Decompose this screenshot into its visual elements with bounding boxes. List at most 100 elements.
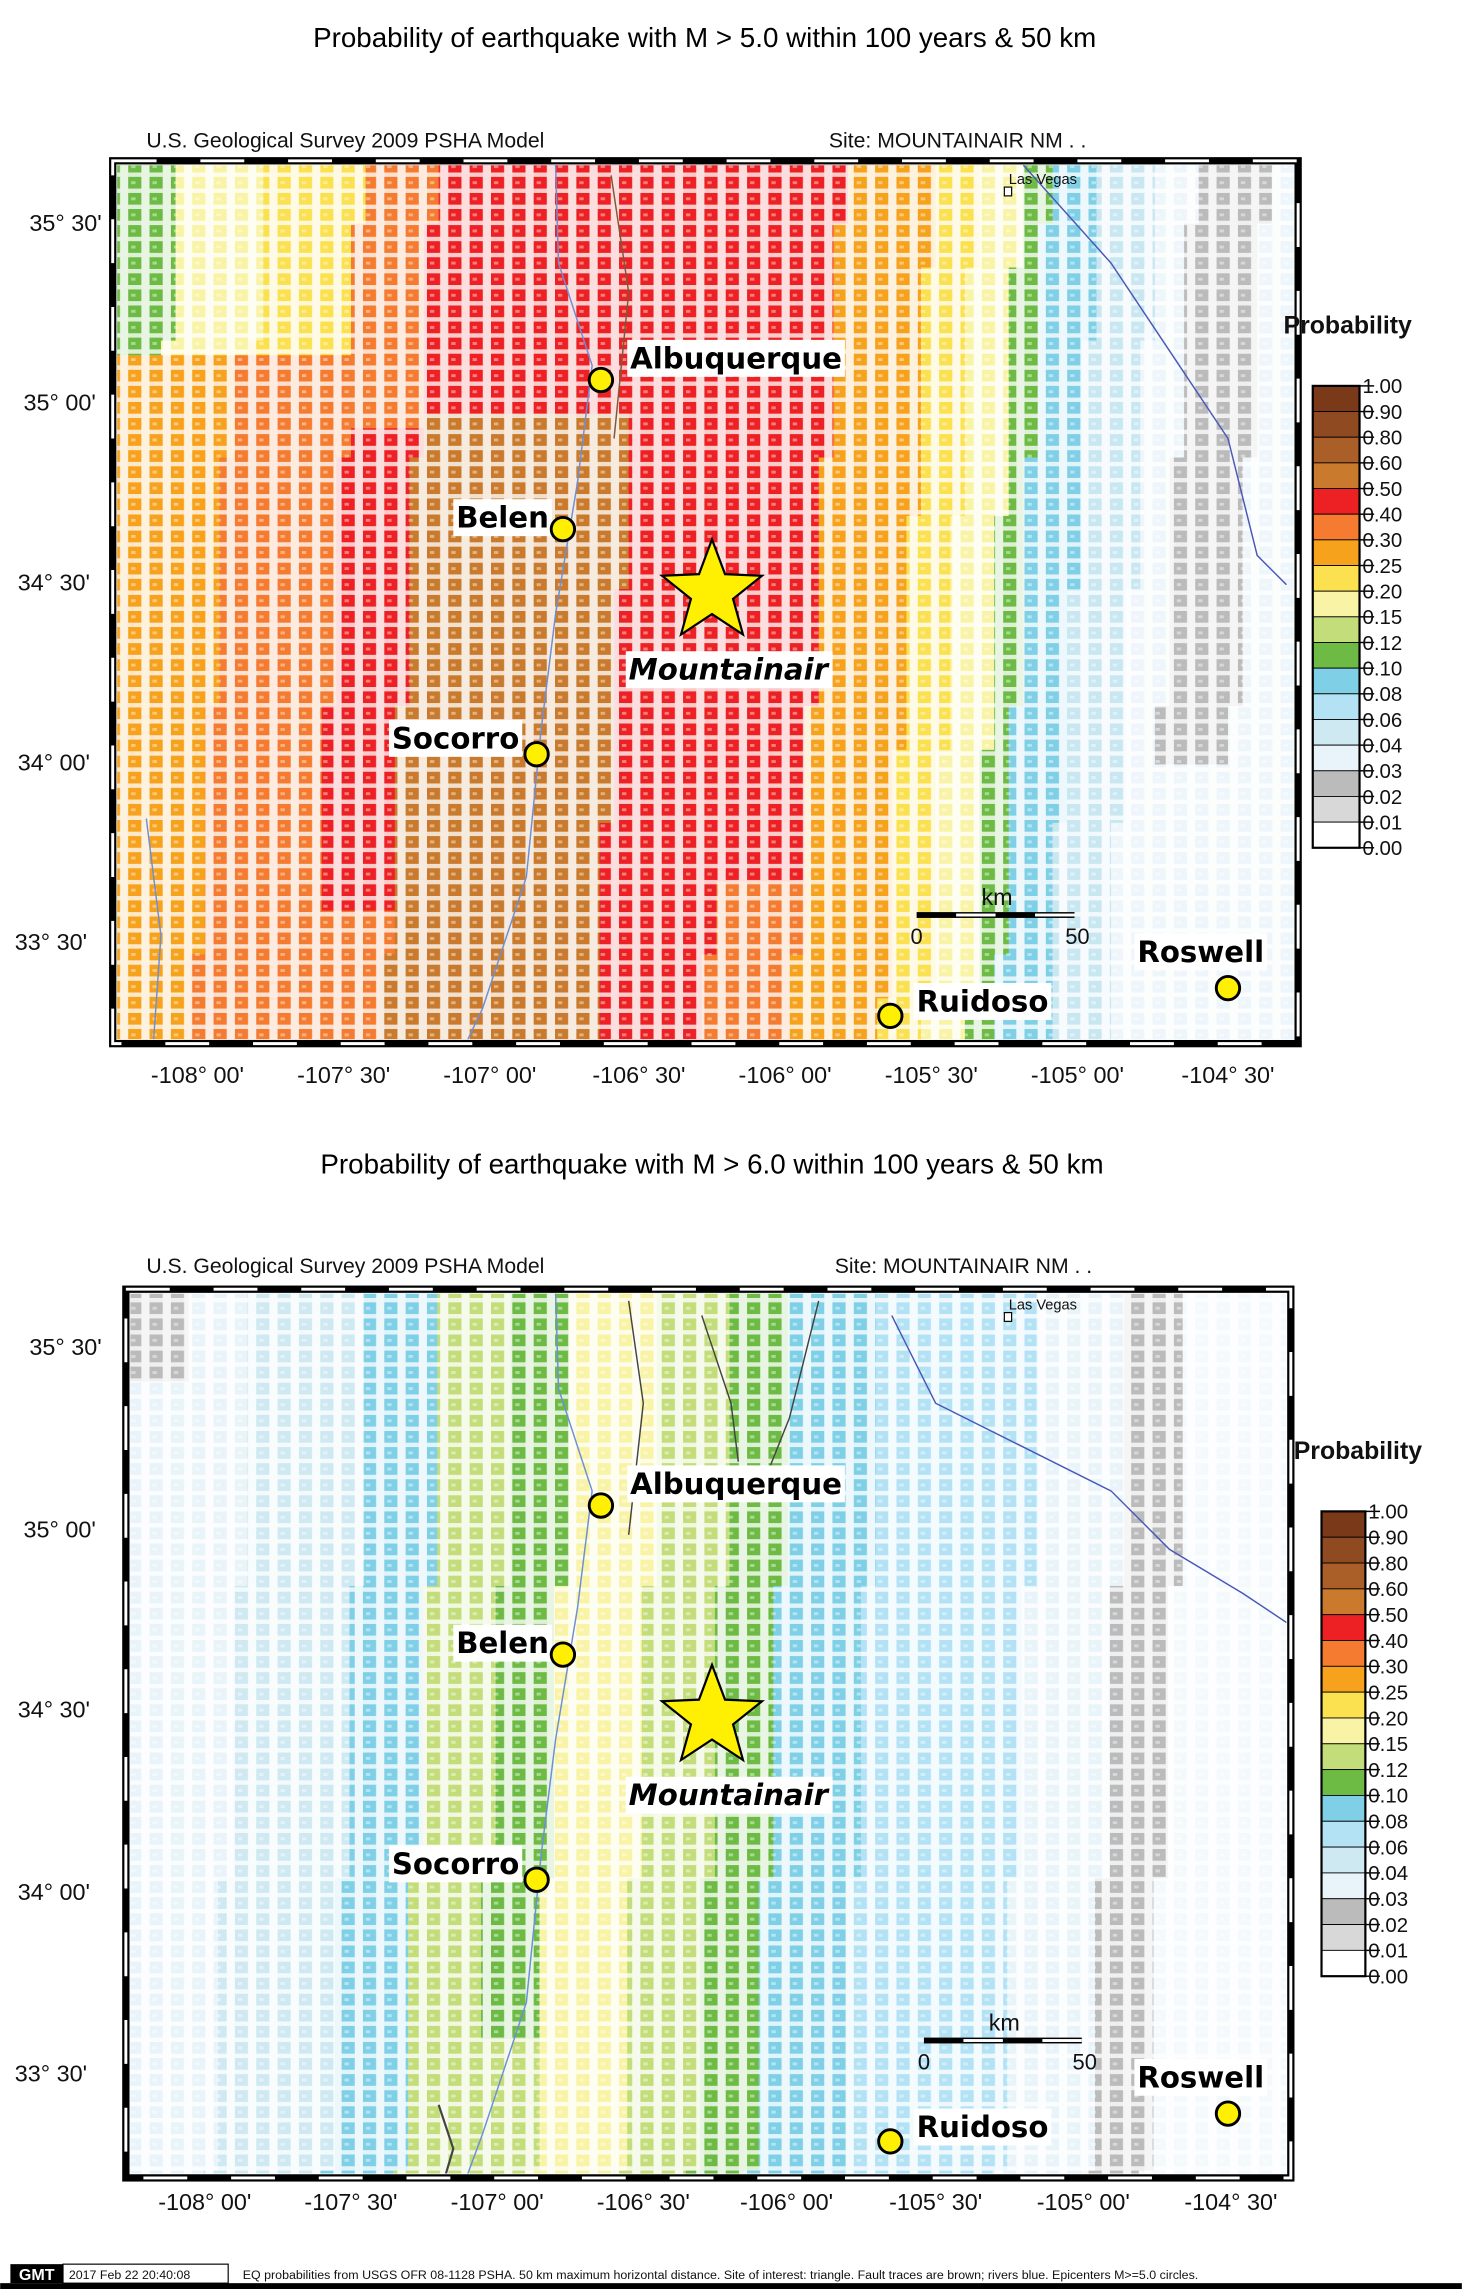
legend-label: 0.25	[1368, 1681, 1408, 1704]
legend-swatch	[1321, 1743, 1366, 1771]
legend-swatch	[1321, 1588, 1366, 1616]
city-label-belen: Belen	[456, 1626, 549, 1660]
epicenter-circle	[1214, 2100, 1242, 2127]
lat-axis: 35° 30' 35° 00' 34° 30' 34° 00' 33° 30'	[15, 1334, 102, 2086]
epicenter-circle	[877, 1002, 904, 1030]
epicenter-circle	[523, 1866, 550, 1893]
legend-label: 0.02	[1368, 1914, 1408, 1937]
city-label-albuquerque: Albuquerque	[630, 341, 842, 375]
epicenter-circle	[1214, 974, 1242, 1002]
site-label: Site: MOUNTAINAIR NM . .	[835, 1255, 1092, 1278]
city-label-las-vegas: Las Vegas	[1009, 1298, 1077, 1314]
legend-swatch	[1312, 744, 1360, 772]
lon-axis: -108° 00' -107° 30' -107° 00' -106° 30' …	[151, 1062, 1275, 1088]
legend-label: 0.01	[1368, 1940, 1408, 1963]
legend-swatch	[1312, 385, 1360, 412]
legend-label: 0.80	[1362, 427, 1402, 450]
legend-label: 0.04	[1362, 734, 1402, 757]
legend-swatch	[1312, 411, 1360, 438]
legend-label: 0.90	[1368, 1527, 1408, 1550]
legend-swatch	[1321, 1562, 1366, 1590]
legend-label: 0.15	[1368, 1733, 1408, 1756]
legend-label: 0.40	[1362, 503, 1402, 526]
site-label-mountainair: Mountainair	[629, 653, 830, 687]
legend-swatch	[1312, 462, 1360, 489]
legend-swatch	[1312, 539, 1360, 566]
lat-axis: 35° 30' 35° 00' 34° 30' 34° 00' 33° 30'	[15, 210, 102, 955]
legend-label: 0.10	[1368, 1785, 1408, 1808]
legend-swatch	[1312, 693, 1360, 720]
legend-label: 0.04	[1368, 1862, 1408, 1885]
scale-bar-end: 50	[1065, 924, 1089, 949]
legend-label: 0.80	[1368, 1552, 1408, 1575]
gmt-logo: GMT	[19, 2266, 55, 2284]
legend-label: 0.20	[1362, 580, 1402, 603]
legend-label: 0.60	[1362, 452, 1402, 475]
legend-swatch	[1312, 488, 1360, 515]
legend-label: 1.00	[1368, 1501, 1408, 1524]
legend-swatch	[1321, 1949, 1366, 1977]
legend-label: 1.00	[1362, 375, 1402, 398]
legend-label: 0.25	[1362, 555, 1402, 578]
lon-axis: -108° 00' -107° 30' -107° 00' -106° 30' …	[158, 2189, 1277, 2215]
legend-swatch	[1312, 590, 1360, 618]
map-annotations: Albuquerque Belen Socorro Ruidoso Roswell Mou…	[388, 1298, 1268, 2155]
legend-label: 0.15	[1362, 606, 1402, 629]
legend-swatch	[1321, 1769, 1366, 1796]
site-label-mountainair: Mountainair	[629, 1778, 830, 1812]
site-star-icon	[659, 536, 765, 638]
legend-swatch	[1321, 1872, 1366, 1900]
legend-swatch	[1321, 1536, 1366, 1564]
legend-label: 0.20	[1368, 1707, 1408, 1730]
footer: GMT 2017 Feb 22 20:40:08 EQ probabilitie…	[0, 2263, 1462, 2289]
legend-swatch	[1312, 436, 1360, 464]
legend-label: 0.12	[1368, 1759, 1408, 1782]
legend-swatch	[1312, 796, 1360, 823]
legend-label: 0.06	[1368, 1836, 1408, 1859]
city-label-roswell: Roswell	[1137, 935, 1264, 969]
legend-label: 0.03	[1362, 760, 1402, 783]
legend-label: 0.00	[1368, 1966, 1408, 1989]
legend-swatch	[1312, 513, 1360, 541]
site-star-icon	[659, 1661, 765, 1763]
legend-label: 0.00	[1362, 837, 1402, 860]
legend-title: Probability	[1284, 312, 1412, 339]
scale-bar-unit: km	[981, 884, 1012, 910]
epicenter-circle	[549, 1641, 577, 1668]
legend-title: Probability	[1294, 1438, 1422, 1465]
legend-swatch	[1321, 1898, 1366, 1925]
city-label-las-vegas: Las Vegas	[1009, 172, 1077, 188]
epicenter-circle	[587, 366, 615, 394]
rivers-and-faults	[437, 1293, 1287, 2174]
legend-swatch	[1312, 821, 1360, 849]
color-legend: 1.000.900.800.600.500.400.300.250.200.15…	[1320, 1501, 1408, 1989]
city-label-socorro: Socorro	[392, 721, 519, 755]
legend-swatch	[1312, 565, 1360, 592]
city-label-ruidoso: Ruidoso	[917, 984, 1049, 1018]
legend-swatch	[1321, 1717, 1366, 1745]
epicenter-circle	[549, 515, 577, 543]
legend-swatch	[1312, 616, 1360, 643]
city-label-albuquerque: Albuquerque	[630, 1467, 842, 1501]
legend-label: 0.30	[1368, 1656, 1408, 1679]
legend-label: 0.50	[1362, 478, 1402, 501]
legend-swatch	[1321, 1691, 1366, 1719]
epicenter-circle	[877, 2128, 904, 2155]
legend-label: 0.90	[1362, 401, 1402, 424]
color-legend: 1.00 0.90 0.800.60 0.500.40 0.30 0.250.20 0.15…	[1311, 375, 1402, 860]
scale-bar-start: 0	[918, 2050, 930, 2075]
model-label: U.S. Geological Survey 2009 PSHA Model	[146, 130, 544, 153]
legend-swatch	[1321, 1924, 1366, 1951]
scale-bar-end: 50	[1073, 2050, 1097, 2075]
legend-label: 0.02	[1362, 786, 1402, 809]
legend-label: 0.50	[1368, 1604, 1408, 1627]
epicenter-circle	[587, 1492, 615, 1519]
legend-label: 0.12	[1362, 632, 1402, 655]
legend-label: 0.30	[1362, 529, 1402, 552]
legend-swatch	[1312, 770, 1360, 797]
legend-swatch	[1321, 1665, 1366, 1693]
legend-swatch	[1321, 1846, 1366, 1874]
legend-swatch	[1312, 642, 1360, 669]
city-label-ruidoso: Ruidoso	[917, 2110, 1049, 2144]
legend-label: 0.40	[1368, 1630, 1408, 1653]
